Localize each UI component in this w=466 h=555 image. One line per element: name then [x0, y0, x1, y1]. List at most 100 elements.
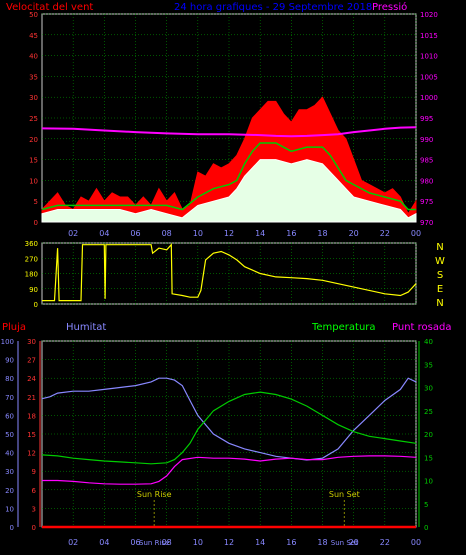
temperature-legend: Temperatura: [311, 322, 376, 333]
ytick-label-rain: 12: [27, 450, 36, 458]
xtick-label-bottom: 22: [380, 538, 390, 547]
xtick-label-wind: 16: [286, 229, 296, 238]
xtick-label-bottom: 02: [68, 538, 78, 547]
ytick-label-humidity: 50: [5, 431, 14, 439]
xtick-label-bottom: 18: [317, 538, 327, 547]
ytick-label-wind: 15: [29, 157, 38, 165]
ytick-label-humidity: 40: [5, 450, 14, 458]
ytick-label-temperature: 15: [424, 454, 433, 462]
xtick-label-bottom: 10: [193, 538, 203, 547]
xtick-label-wind: 04: [99, 229, 109, 238]
ytick-label-humidity: 90: [5, 357, 14, 365]
ytick-label-temperature: 40: [424, 338, 433, 346]
xtick-label-wind: 14: [255, 229, 265, 238]
ytick-label-rain: 27: [27, 357, 36, 365]
ytick-label-pressure: 975: [420, 198, 433, 206]
ytick-label-direction: 270: [25, 255, 38, 263]
ytick-label-pressure: 980: [420, 177, 433, 185]
ytick-label-wind: 45: [29, 32, 38, 40]
ytick-label-pressure: 1000: [420, 94, 438, 102]
ytick-label-temperature: 0: [424, 524, 428, 532]
compass-label: W: [435, 256, 445, 267]
xtick-label-bottom: 04: [99, 538, 109, 547]
ytick-label-rain: 24: [27, 375, 36, 383]
ytick-label-humidity: 60: [5, 412, 14, 420]
ytick-label-rain: 9: [32, 468, 36, 476]
xtick-label-wind: 06: [130, 229, 140, 238]
xtick-label-wind: 10: [193, 229, 203, 238]
ytick-label-wind: 30: [29, 94, 38, 102]
ytick-label-pressure: 1020: [420, 11, 438, 19]
ytick-label-pressure: 985: [420, 157, 433, 165]
xtick-label-bottom: 14: [255, 538, 265, 547]
xtick-label-bottom: 00: [411, 538, 421, 547]
ytick-label-wind: 25: [29, 115, 38, 123]
ytick-label-temperature: 25: [424, 408, 433, 416]
ytick-label-humidity: 100: [1, 338, 14, 346]
series-pressure: [41, 126, 417, 138]
xtick-label-wind: 18: [317, 229, 327, 238]
xtick-label-bottom: 12: [224, 538, 234, 547]
series-dewpoint: [42, 455, 417, 485]
ytick-label-wind: 5: [34, 198, 38, 206]
series-direction: [42, 243, 417, 302]
ytick-label-pressure: 1005: [420, 73, 438, 81]
ytick-label-direction: 90: [29, 286, 38, 294]
sunrise-label: Sun Rise: [137, 490, 172, 499]
xtick-label-wind: 22: [380, 229, 390, 238]
ytick-label-wind: 35: [29, 73, 38, 81]
series-humidity: [41, 377, 417, 461]
ytick-label-humidity: 20: [5, 487, 14, 495]
ytick-label-humidity: 70: [5, 394, 14, 402]
ytick-label-wind: 40: [29, 53, 38, 61]
ytick-label-humidity: 30: [5, 468, 14, 476]
series-average: [41, 142, 416, 211]
ytick-label-pressure: 990: [420, 136, 433, 144]
ytick-label-temperature: 20: [424, 431, 433, 439]
ytick-label-rain: 15: [27, 431, 36, 439]
ytick-label-pressure: 995: [420, 115, 433, 123]
xtick-label-wind: 12: [224, 229, 234, 238]
ytick-label-rain: 18: [27, 412, 36, 420]
left-axis-title-wind: Velocitat del vent: [6, 2, 93, 13]
ytick-label-humidity: 0: [10, 524, 14, 532]
ytick-label-rain: 3: [32, 505, 36, 513]
xtick-label-bottom: 08: [162, 538, 172, 547]
humidity-axis-title: Humitat: [66, 322, 106, 333]
compass-label: E: [437, 284, 443, 295]
compass-label: N: [436, 298, 443, 309]
ytick-label-temperature: 5: [424, 501, 428, 509]
xtick-label-wind: 20: [349, 229, 359, 238]
ytick-label-humidity: 80: [5, 375, 14, 383]
rain-axis-title: Pluja: [2, 322, 26, 333]
xtick-label-bottom: 06: [130, 538, 140, 547]
ytick-label-wind: 10: [29, 177, 38, 185]
ytick-label-temperature: 10: [424, 478, 433, 486]
xtick-label-bottom: 16: [286, 538, 296, 547]
sunrise-tick-label: Sun Rise: [139, 539, 169, 547]
ytick-label-wind: 20: [29, 136, 38, 144]
ytick-label-pressure: 1010: [420, 53, 438, 61]
compass-label: N: [436, 242, 443, 253]
series-temperature: [41, 391, 417, 465]
ytick-label-wind: 0: [34, 219, 38, 227]
ytick-label-direction: 180: [25, 271, 38, 279]
ytick-label-rain: 6: [32, 487, 37, 495]
xtick-label-wind: 02: [68, 229, 78, 238]
sunset-label: Sun Set: [329, 490, 360, 499]
ytick-label-humidity: 10: [5, 505, 14, 513]
ytick-label-direction: 0: [34, 301, 38, 309]
ytick-label-temperature: 30: [424, 385, 433, 393]
xtick-label-bottom: 20: [349, 538, 359, 547]
ytick-label-rain: 21: [27, 394, 36, 402]
right-axis-title-pressure: Pressió: [372, 1, 407, 13]
series-speed: [41, 159, 417, 223]
ytick-label-wind: 50: [29, 11, 38, 19]
ytick-label-direction: 360: [25, 240, 38, 248]
ytick-label-pressure: 1015: [420, 32, 438, 40]
ytick-label-pressure: 970: [420, 219, 433, 227]
ytick-label-rain: 30: [27, 338, 36, 346]
xtick-label-wind: 08: [162, 229, 172, 238]
ytick-label-rain: 0: [32, 524, 36, 532]
